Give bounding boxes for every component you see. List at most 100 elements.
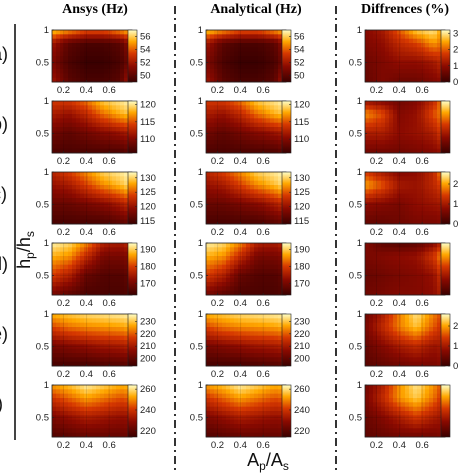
heatmap-cell: [104, 357, 109, 363]
heatmap-cell: [72, 277, 77, 283]
heatmap-cell: [405, 60, 410, 66]
heatmap-cell: [381, 361, 386, 367]
heatmap-cell: [278, 185, 283, 190]
heatmap-cell: [258, 411, 263, 416]
heatmap-cell: [116, 353, 121, 358]
heatmap-cell: [124, 335, 129, 341]
heatmap-cell: [274, 243, 279, 248]
heatmap-cell: [88, 361, 93, 367]
x-tick-label: 0.4: [80, 156, 93, 167]
heatmap-cell: [214, 189, 219, 195]
heatmap-cell: [365, 198, 370, 203]
heatmap-cell: [206, 393, 211, 399]
heatmap-cell: [417, 282, 422, 287]
heatmap-cell: [206, 269, 211, 274]
heatmap-cell: [433, 322, 438, 328]
heatmap-cell: [84, 202, 89, 208]
heatmap-cell: [437, 148, 442, 154]
heatmap-cell: [409, 43, 414, 48]
heatmap-cell: [437, 393, 442, 399]
heatmap-cell: [401, 419, 406, 425]
heatmap-cell: [116, 260, 121, 266]
heatmap-cell: [409, 269, 414, 274]
heatmap-cell: [210, 122, 215, 128]
heatmap-cell: [242, 127, 247, 132]
heatmap-cell: [262, 282, 267, 287]
heatmap-cell: [385, 432, 390, 438]
heatmap-cell: [433, 73, 438, 79]
heatmap-cell: [258, 335, 263, 341]
heatmap-cell: [389, 193, 394, 199]
heatmap-cell: [397, 64, 402, 70]
heatmap-cell: [88, 286, 93, 292]
heatmap-cell: [401, 353, 406, 358]
heatmap-cell: [385, 393, 390, 399]
x-tick-label: 0.4: [393, 227, 406, 238]
heatmap-cell: [397, 424, 402, 429]
heatmap-cell: [405, 290, 410, 296]
heatmap-cell: [206, 211, 211, 216]
heatmap-cell: [120, 331, 125, 337]
heatmap-cell: [60, 348, 65, 354]
heatmap-cell: [238, 277, 243, 283]
heatmap-cell: [72, 69, 77, 74]
heatmap-cell: [381, 432, 386, 438]
heatmap-cell: [68, 198, 73, 203]
heatmap-cell: [104, 131, 109, 137]
heatmap-cell: [409, 219, 414, 225]
heatmap-cell: [222, 122, 227, 128]
heatmap-cell: [100, 318, 105, 324]
heatmap-cell: [433, 432, 438, 438]
heatmap-cell: [234, 176, 239, 182]
heatmap-cell: [377, 43, 382, 48]
heatmap-cell: [92, 402, 97, 408]
heatmap-cell: [278, 340, 283, 345]
heatmap-cell: [84, 260, 89, 266]
heatmap-cell: [397, 419, 402, 425]
heatmap-cell: [234, 60, 239, 66]
heatmap-cell: [369, 193, 374, 199]
heatmap-cell: [433, 185, 438, 190]
heatmap-cell: [234, 340, 239, 345]
heatmap-cell: [425, 206, 430, 212]
heatmap-cell: [210, 60, 215, 66]
heatmap-cell: [72, 172, 77, 177]
heatmap-cell: [242, 419, 247, 425]
heatmap-cell: [104, 327, 109, 332]
colorbar-tick-label: 180: [140, 261, 156, 272]
heatmap-cell: [88, 64, 93, 70]
heatmap-cell: [425, 101, 430, 106]
heatmap-cell: [429, 131, 434, 137]
colorbar: [281, 242, 292, 296]
heatmap-cell: [242, 402, 247, 408]
heatmap-cell: [246, 215, 251, 221]
heatmap-cell: [124, 101, 129, 106]
heatmap-cell: [206, 385, 211, 390]
heatmap-cell: [56, 51, 61, 57]
heatmap-cell: [405, 393, 410, 399]
heatmap-cell: [373, 327, 378, 332]
heatmap-cell: [242, 34, 247, 40]
heatmap-cell: [425, 144, 430, 150]
heatmap-cell: [417, 243, 422, 248]
heatmap-cell: [88, 424, 93, 429]
heatmap-cell: [116, 144, 121, 150]
heatmap-cell: [417, 69, 422, 74]
heatmap-cell: [393, 322, 398, 328]
heatmap-cell: [365, 206, 370, 212]
heatmap-cell: [96, 43, 101, 48]
heatmap-cell: [72, 34, 77, 40]
heatmap-cell: [120, 273, 125, 279]
heatmap-cell: [92, 277, 97, 283]
heatmap-cell: [365, 335, 370, 341]
heatmap-cell: [274, 101, 279, 106]
heatmap-cell: [413, 411, 418, 416]
heatmap-cell: [210, 148, 215, 154]
heatmap-cell: [124, 144, 129, 150]
heatmap-cell: [258, 105, 263, 111]
heatmap-cell: [389, 148, 394, 154]
heatmap-cell: [96, 172, 101, 177]
x-tick-label: 0.4: [80, 369, 93, 380]
colorbar-tick-label: 1: [453, 61, 458, 72]
